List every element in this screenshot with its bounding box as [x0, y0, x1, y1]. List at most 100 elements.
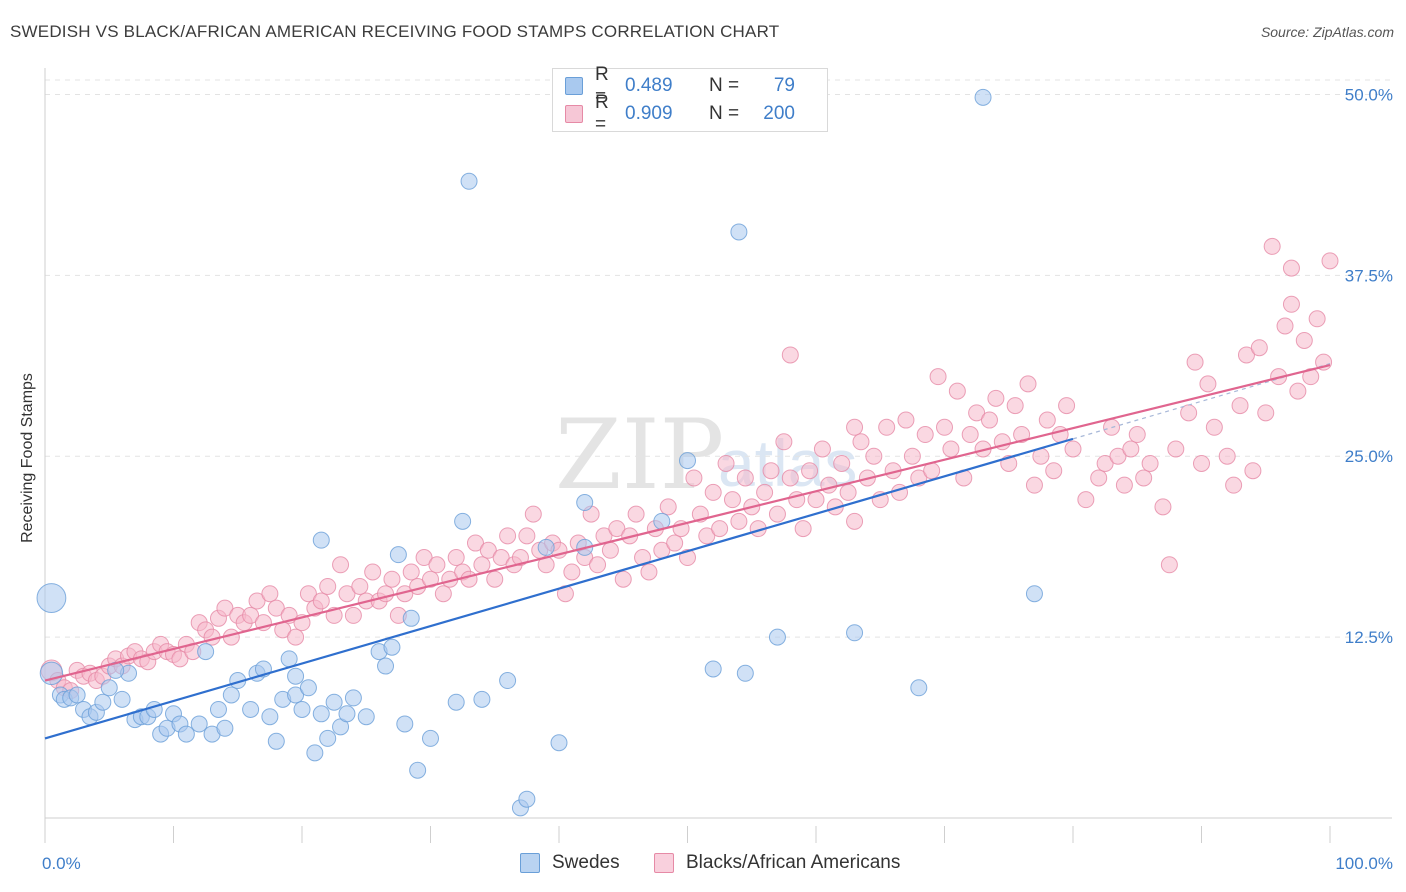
correlation-legend: R = 0.489 N = 79 R = 0.909 N = 200 — [552, 64, 828, 135]
r-label: R = — [595, 64, 609, 107]
y-tick-label: 37.5% — [1345, 266, 1393, 285]
x-tick-label: 0.0% — [42, 854, 81, 873]
data-point-swedes — [460, 172, 478, 190]
data-point-black — [1006, 397, 1024, 415]
data-point-black — [1109, 447, 1127, 465]
series-legend: Swedes Blacks/African Americans — [0, 852, 1406, 878]
data-point-swedes — [325, 693, 343, 711]
n-label: N = — [709, 103, 740, 124]
data-point-black — [839, 483, 857, 501]
data-point-black — [1096, 454, 1114, 472]
data-point-black — [319, 577, 337, 595]
data-point-swedes — [974, 88, 992, 106]
trendline-swedes — [44, 437, 1074, 740]
data-point-black — [1167, 440, 1185, 458]
data-point-black — [466, 534, 484, 552]
data-point-black — [1237, 346, 1255, 364]
data-point-black — [968, 404, 986, 422]
data-point-black — [1128, 426, 1146, 444]
data-point-swedes — [679, 452, 696, 470]
data-point-black — [434, 585, 452, 603]
data-point-swedes — [312, 531, 330, 549]
data-point-black — [1263, 237, 1281, 255]
data-point-black — [820, 476, 838, 494]
data-point-black — [865, 447, 883, 465]
data-point-swedes — [454, 512, 472, 530]
x-tick-labels: 0.0% 100.0% — [42, 854, 1393, 873]
data-point-swedes — [344, 689, 362, 707]
data-point-swedes — [261, 708, 279, 726]
data-point-black — [473, 556, 491, 574]
data-point-black — [813, 440, 831, 458]
data-point-swedes — [537, 538, 555, 556]
data-point-swedes — [280, 650, 298, 668]
data-point-black — [1064, 440, 1082, 458]
data-point-swedes — [768, 628, 786, 646]
data-point-black — [1115, 476, 1133, 494]
data-point-black — [351, 577, 369, 595]
data-point-black — [1193, 454, 1210, 472]
data-point-swedes — [293, 700, 311, 718]
data-point-black — [242, 606, 260, 624]
data-point-black — [338, 585, 356, 603]
data-point-black — [428, 556, 446, 574]
data-point-black — [261, 585, 279, 603]
n-value: 79 — [773, 75, 795, 96]
legend-item-black[interactable]: Blacks/African Americans — [654, 852, 900, 874]
data-point-black — [299, 585, 317, 603]
data-point-black — [961, 426, 979, 444]
legend-row-swedes: R = 0.489 N = 79 — [565, 64, 795, 107]
data-point-black — [1122, 440, 1140, 458]
data-point-black — [685, 469, 703, 487]
legend-row-black: R = 0.909 N = 200 — [565, 92, 795, 135]
data-point-swedes — [447, 693, 465, 711]
data-point-swedes — [736, 664, 754, 682]
data-point-swedes — [113, 690, 131, 708]
data-point-swedes — [409, 761, 427, 779]
data-point-black — [736, 469, 754, 487]
r-value: 0.909 — [625, 103, 673, 124]
data-point-black — [846, 418, 864, 436]
data-point-black — [601, 541, 619, 559]
data-point-swedes — [306, 744, 324, 762]
data-point-black — [1058, 397, 1076, 415]
legend-item-swedes[interactable]: Swedes — [520, 852, 620, 874]
data-point-swedes — [267, 732, 285, 750]
data-point-black — [852, 433, 870, 451]
data-point-swedes — [846, 624, 864, 642]
data-point-black — [1276, 317, 1294, 335]
trendline-black — [44, 364, 1331, 682]
data-point-black — [948, 382, 966, 400]
data-point-black — [614, 570, 632, 588]
data-point-black — [1154, 498, 1172, 516]
data-point-black — [1141, 454, 1159, 472]
data-point-black — [492, 549, 510, 567]
data-point-black — [897, 411, 915, 429]
data-point-swedes — [190, 715, 208, 733]
data-point-swedes — [287, 667, 305, 685]
data-point-black — [936, 418, 953, 436]
legend-label-swedes: Swedes — [552, 852, 620, 873]
data-point-black — [1244, 462, 1262, 480]
data-point-swedes — [422, 729, 439, 747]
data-point-black — [1025, 476, 1043, 494]
data-point-black — [929, 368, 947, 386]
data-point-black — [287, 628, 305, 646]
data-point-swedes — [338, 705, 356, 723]
data-point-black — [704, 483, 722, 501]
data-point-black — [1321, 252, 1339, 270]
data-point-swedes — [550, 734, 568, 752]
series-swedes — [36, 88, 1043, 817]
data-point-black — [1218, 447, 1236, 465]
data-point-black — [171, 650, 189, 668]
data-point-black — [775, 433, 793, 451]
data-point-black — [698, 527, 716, 545]
data-point-black — [332, 556, 350, 574]
data-point-swedes — [402, 609, 420, 627]
data-point-black — [1077, 491, 1095, 509]
swedes-swatch — [520, 853, 540, 873]
y-tick-label: 50.0% — [1345, 85, 1393, 104]
data-point-swedes — [730, 223, 748, 241]
axes — [44, 68, 1392, 843]
trend-lines — [44, 363, 1331, 740]
